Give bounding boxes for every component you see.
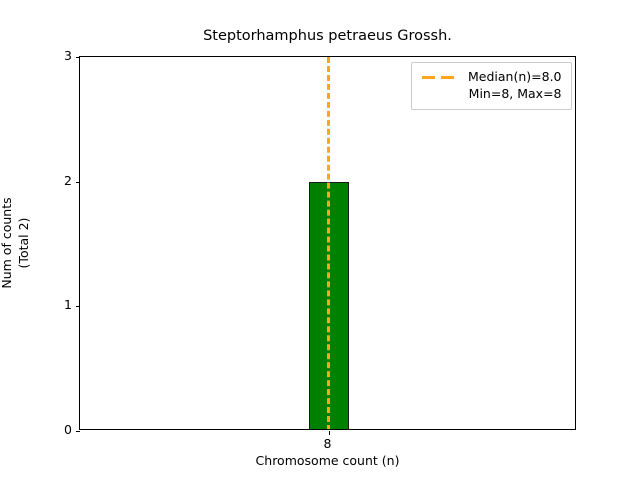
y-tick-label: 3 <box>64 48 72 63</box>
legend-dashed-line-icon <box>421 69 459 86</box>
y-axis-label-line2: (Total 2) <box>16 217 31 269</box>
plot-area <box>76 56 576 435</box>
x-tick-label: 8 <box>323 436 332 451</box>
plot-inner <box>80 57 575 429</box>
y-tick-label: 0 <box>64 422 72 437</box>
legend-median-label: Median(n)=8.0 <box>468 69 562 84</box>
x-tick-mark <box>328 431 330 435</box>
x-axis-label: Chromosome count (n) <box>255 453 400 468</box>
y-axis-label-line1: Num of counts <box>0 197 15 289</box>
legend-entry-text: Median(n)=8.0 Min=8, Max=8 <box>468 69 562 102</box>
y-tick-mark <box>76 431 80 433</box>
median-line <box>326 57 330 429</box>
y-tick-mark <box>76 181 80 183</box>
y-tick-label: 2 <box>64 172 72 188</box>
page-title: Steptorhamphus petraeus Grossh. <box>203 28 452 44</box>
legend-minmax-label: Min=8, Max=8 <box>468 85 562 101</box>
legend: Median(n)=8.0 Min=8, Max=8 <box>411 62 572 110</box>
y-tick-mark <box>76 57 80 59</box>
y-tick-mark <box>76 306 80 308</box>
y-tick-label: 1 <box>64 297 72 313</box>
